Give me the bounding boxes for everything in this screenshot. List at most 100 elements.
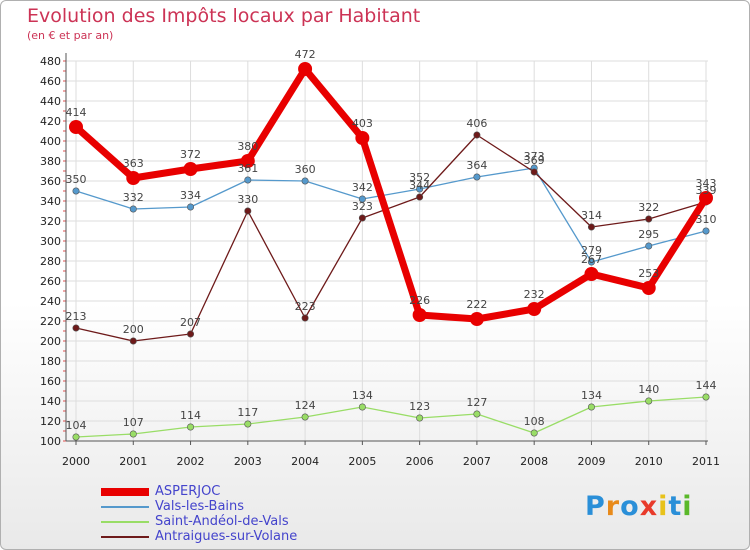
data-label: 114 <box>180 409 201 422</box>
series-lines <box>69 62 713 441</box>
data-point <box>72 324 80 332</box>
data-label: 364 <box>466 159 487 172</box>
data-point <box>358 214 366 222</box>
y-tick-label: 440 <box>40 95 61 108</box>
y-tick-label: 160 <box>40 375 61 388</box>
data-label: 310 <box>696 213 717 226</box>
y-tick-label: 460 <box>40 75 61 88</box>
data-point <box>473 173 481 181</box>
data-label: 232 <box>524 288 545 301</box>
data-point <box>301 314 309 322</box>
data-label: 144 <box>696 379 717 392</box>
data-label: 363 <box>123 157 144 170</box>
data-point <box>126 171 141 185</box>
data-point <box>129 205 137 213</box>
data-label: 279 <box>581 244 602 257</box>
logo-letter: i <box>658 491 669 522</box>
x-tick-label: 2008 <box>520 455 548 468</box>
data-point <box>72 187 80 195</box>
data-label: 369 <box>524 154 545 167</box>
data-point <box>699 191 713 205</box>
data-label: 403 <box>352 117 373 130</box>
data-label: 226 <box>409 294 430 307</box>
y-tick-label: 300 <box>40 235 61 248</box>
legend: ASPERJOC Vals-les-Bains Saint-Andéol-de-Va… <box>101 484 361 545</box>
x-tick-label: 2002 <box>177 455 205 468</box>
data-label: 267 <box>581 253 602 266</box>
data-point <box>240 154 255 168</box>
y-tick-label: 400 <box>40 135 61 148</box>
data-point <box>587 223 595 231</box>
data-point <box>301 177 309 185</box>
data-point <box>358 195 366 203</box>
grid <box>66 60 708 442</box>
data-point <box>187 330 195 338</box>
data-point <box>244 420 252 428</box>
y-tick-label: 240 <box>40 295 61 308</box>
data-label: 124 <box>295 399 316 412</box>
data-label: 360 <box>295 163 316 176</box>
data-point <box>469 312 484 326</box>
data-label: 323 <box>352 200 373 213</box>
y-tick-label: 120 <box>40 415 61 428</box>
logo-letter: o <box>620 491 640 522</box>
data-label: 334 <box>180 189 201 202</box>
legend-entry: Antraigues-sur-Volane <box>101 529 361 545</box>
data-label: 352 <box>409 171 430 184</box>
proxiti-logo: Proxiti <box>585 491 693 522</box>
data-label: 472 <box>295 48 316 61</box>
data-label: 207 <box>180 316 201 329</box>
legend-label: Vals-les-Bains <box>155 499 245 514</box>
legend-entry: Saint-Andéol-de-Vals <box>101 514 361 530</box>
data-label: 350 <box>66 173 87 186</box>
legend-entry: Vals-les-Bains <box>101 499 361 515</box>
chart-title: Evolution des Impôts locaux par Habitant <box>27 5 421 27</box>
data-label: 222 <box>466 298 487 311</box>
y-tick-label: 420 <box>40 115 61 128</box>
data-label: 140 <box>638 383 659 396</box>
series-line <box>75 396 707 438</box>
data-label: 107 <box>123 416 144 429</box>
data-point <box>530 168 538 176</box>
x-tick-label: 2011 <box>692 455 720 468</box>
legend-entry: ASPERJOC <box>101 484 361 500</box>
y-tick-label: 280 <box>40 255 61 268</box>
x-tick-label: 2003 <box>234 455 262 468</box>
logo-letter: x <box>639 491 659 522</box>
data-labels: 350 332 334 361 360 342 352 364 373 279 295 310 104 1… <box>66 48 717 432</box>
data-label: 104 <box>66 419 87 432</box>
data-label: 342 <box>352 181 373 194</box>
data-label: 295 <box>638 228 659 241</box>
data-point <box>244 176 252 184</box>
legend-label: Antraigues-sur-Volane <box>155 529 298 544</box>
data-label: 200 <box>123 323 144 336</box>
data-label: 361 <box>237 162 258 175</box>
data-label: 213 <box>66 310 87 323</box>
x-tick-label: 2009 <box>577 455 605 468</box>
data-label: 414 <box>66 106 87 119</box>
y-tick-label: 380 <box>40 155 61 168</box>
legend-swatch <box>101 521 149 523</box>
data-point <box>355 131 370 145</box>
data-label: 380 <box>237 140 258 153</box>
y-tick-label: 340 <box>40 195 61 208</box>
logo-letter: i <box>682 491 693 522</box>
data-point <box>645 242 653 250</box>
data-point <box>69 120 83 134</box>
x-tick-label: 2007 <box>463 455 491 468</box>
data-point <box>187 203 195 211</box>
y-tick-label: 180 <box>40 355 61 368</box>
data-label: 373 <box>524 150 545 163</box>
y-tick-label: 200 <box>40 335 61 348</box>
data-label: 117 <box>237 406 258 419</box>
chart-subtitle: (en € et par an) <box>27 29 114 42</box>
data-label: 372 <box>180 148 201 161</box>
series-line <box>75 167 707 263</box>
data-label: 123 <box>409 400 430 413</box>
y-tick-label: 140 <box>40 395 61 408</box>
y-tick-label: 480 <box>40 55 61 68</box>
legend-swatch <box>101 536 149 538</box>
data-label: 253 <box>638 267 659 280</box>
x-tick-label: 2010 <box>635 455 663 468</box>
